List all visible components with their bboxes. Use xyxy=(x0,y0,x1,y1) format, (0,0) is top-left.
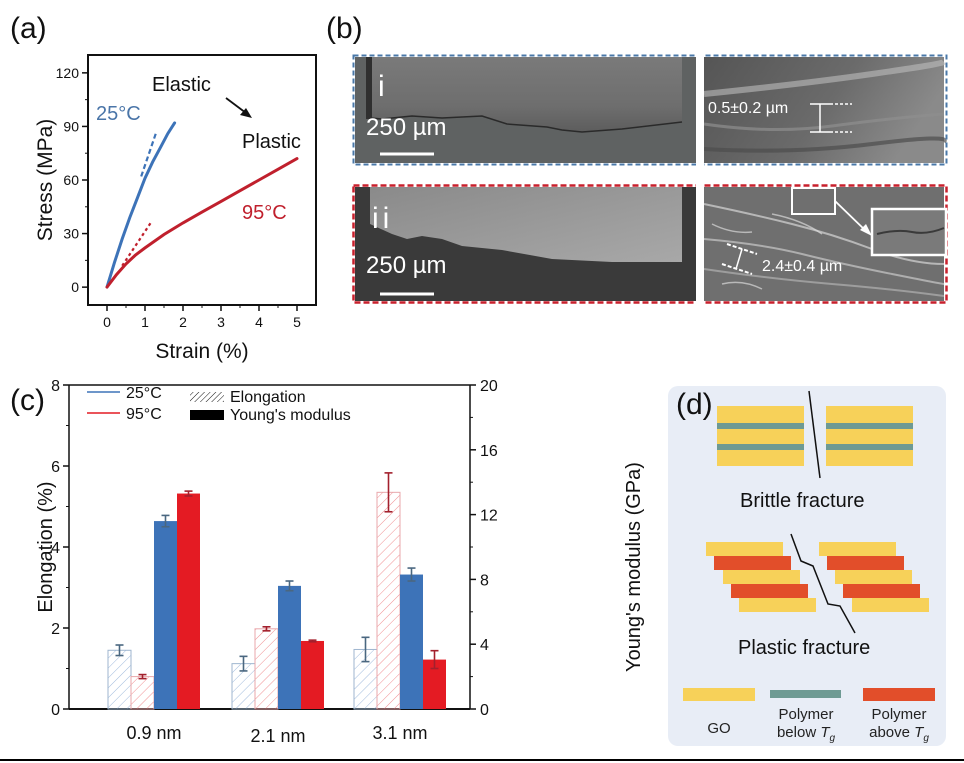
brittle-stack-left xyxy=(717,406,804,466)
y-tick-label-a: 120 xyxy=(56,65,80,81)
x-category-label-c: 2.1 nm xyxy=(250,726,305,746)
y-tick-label-right-c: 8 xyxy=(480,572,489,589)
y-tick-label-left-c: 6 xyxy=(51,459,60,476)
bar-modulus-95c xyxy=(177,493,200,709)
y-tick-label-left-c: 8 xyxy=(51,378,60,395)
bar-modulus-95c xyxy=(301,640,324,709)
legend-swatch-polymer-above xyxy=(863,688,935,701)
legend-label-25c: 25°C xyxy=(126,385,162,402)
sem-row-i-frame xyxy=(352,54,948,166)
panel-c-label: (c) xyxy=(10,384,45,417)
sem-row-ii-label: ii xyxy=(372,202,394,235)
x-tick-label-a: 1 xyxy=(141,314,149,330)
legend-label-go: GO xyxy=(707,720,731,737)
bar-modulus-25c xyxy=(154,521,177,709)
plastic-fracture-label: Plastic fracture xyxy=(738,637,871,659)
y-tick-label-left-c: 2 xyxy=(51,621,60,638)
label-elastic: Elastic xyxy=(152,74,211,96)
x-tick-label-a: 2 xyxy=(179,314,187,330)
y-tick-label-a: 90 xyxy=(63,118,79,134)
brittle-crack-line xyxy=(808,390,821,479)
y-tick-label-a: 30 xyxy=(63,226,79,242)
arrow-head xyxy=(240,108,252,118)
legend-swatch-modulus xyxy=(190,410,224,420)
y-axis-label-right-c: Young's modulus (GPa) xyxy=(623,462,645,672)
bar-modulus-95c xyxy=(423,659,446,709)
elongation-modulus-chart: 0 2 4 6 8 0 4 8 12 16 20 Elongation (%) Young's modu… xyxy=(35,378,645,746)
x-tick-label-a: 0 xyxy=(103,314,111,330)
brittle-stack-right xyxy=(826,406,913,466)
x-category-label-c: 0.9 nm xyxy=(126,723,181,743)
sem-row-i-label: i xyxy=(378,70,385,103)
y-tick-label-right-c: 4 xyxy=(480,637,489,654)
fracture-schematic-drawing xyxy=(683,390,935,701)
panel-b-label: (b) xyxy=(326,12,363,45)
bar-elongation-25c xyxy=(107,649,132,710)
bar-modulus-25c xyxy=(278,585,301,709)
y-tick-label-a: 0 xyxy=(71,279,79,295)
sem-row-i-scale-text: 250 µm xyxy=(366,114,447,141)
x-tick-label-a: 4 xyxy=(255,314,263,330)
sem-row-ii: ii 250 µm 2.4±0.4 µm xyxy=(352,184,948,304)
legend-swatch-go xyxy=(683,688,755,701)
curve-95c xyxy=(105,157,299,289)
y-tick-label-right-c: 0 xyxy=(480,702,489,719)
sem-image-i-high xyxy=(704,57,944,163)
brittle-fracture-label: Brittle fracture xyxy=(740,490,865,512)
x-tick-label-a: 5 xyxy=(293,314,301,330)
label-95c-a: 95°C xyxy=(242,202,287,224)
legend-label-polymer-below: Polymer below Tg xyxy=(776,706,836,744)
legend-label-95c: 95°C xyxy=(126,406,162,423)
plastic-stack-left xyxy=(706,542,816,612)
tangent-95c xyxy=(121,222,152,267)
y-tick-label-right-c: 20 xyxy=(480,378,498,395)
legend-swatch-elongation xyxy=(190,392,224,402)
legend-label-modulus: Young's modulus xyxy=(230,407,351,424)
label-plastic: Plastic xyxy=(242,131,301,153)
fracture-schematic: Brittle fracture Plastic fracture GO Pol… xyxy=(668,386,946,746)
bar-elongation-95c xyxy=(254,628,279,710)
sem-images-panel: i 250 µm 0.5±0.2 µm xyxy=(352,54,948,304)
legend-swatch-polymer-below xyxy=(770,690,841,698)
panel-a-label: (a) xyxy=(10,12,47,45)
y-tick-label-right-c: 16 xyxy=(480,443,498,460)
y-tick-label-a: 60 xyxy=(63,172,79,188)
elastic-to-plastic-arrow xyxy=(225,97,247,114)
stress-strain-chart: 0 1 2 3 4 5 0 30 60 90 120 Strain (%) Stress (MPa) 25… xyxy=(34,54,317,363)
y-axis-label-left-c: Elongation (%) xyxy=(35,481,57,612)
sem-row-ii-frame xyxy=(352,184,948,304)
y-tick-label-left-c: 0 xyxy=(51,702,60,719)
sem-row-ii-measure: 2.4±0.4 µm xyxy=(762,258,843,275)
bar-modulus-25c xyxy=(400,574,423,709)
bottom-rule xyxy=(0,759,964,761)
x-axis-label-a: Strain (%) xyxy=(155,340,248,363)
x-category-label-c: 3.1 nm xyxy=(372,723,427,743)
panel-d-label: (d) xyxy=(676,388,713,421)
y-tick-label-left-c: 4 xyxy=(51,540,60,557)
sem-row-ii-scale-text: 250 µm xyxy=(366,252,447,279)
plastic-crack-line xyxy=(790,533,856,634)
x-tick-label-a: 3 xyxy=(217,314,225,330)
bar-elongation-95c xyxy=(376,491,401,710)
bar-elongation-95c xyxy=(130,676,155,710)
legend-label-polymer-above: Polymer above Tg xyxy=(869,706,929,744)
curve-25c xyxy=(105,121,177,289)
y-axis-label-a: Stress (MPa) xyxy=(34,119,57,242)
label-25c-a: 25°C xyxy=(96,103,141,125)
sem-row-i-measure: 0.5±0.2 µm xyxy=(708,100,789,117)
sem-row-i: i 250 µm 0.5±0.2 µm xyxy=(352,54,948,166)
sem-row-i-border xyxy=(352,54,948,166)
plastic-stack-right xyxy=(819,542,929,612)
y-tick-label-right-c: 12 xyxy=(480,508,498,525)
legend-label-elongation: Elongation xyxy=(230,389,306,406)
